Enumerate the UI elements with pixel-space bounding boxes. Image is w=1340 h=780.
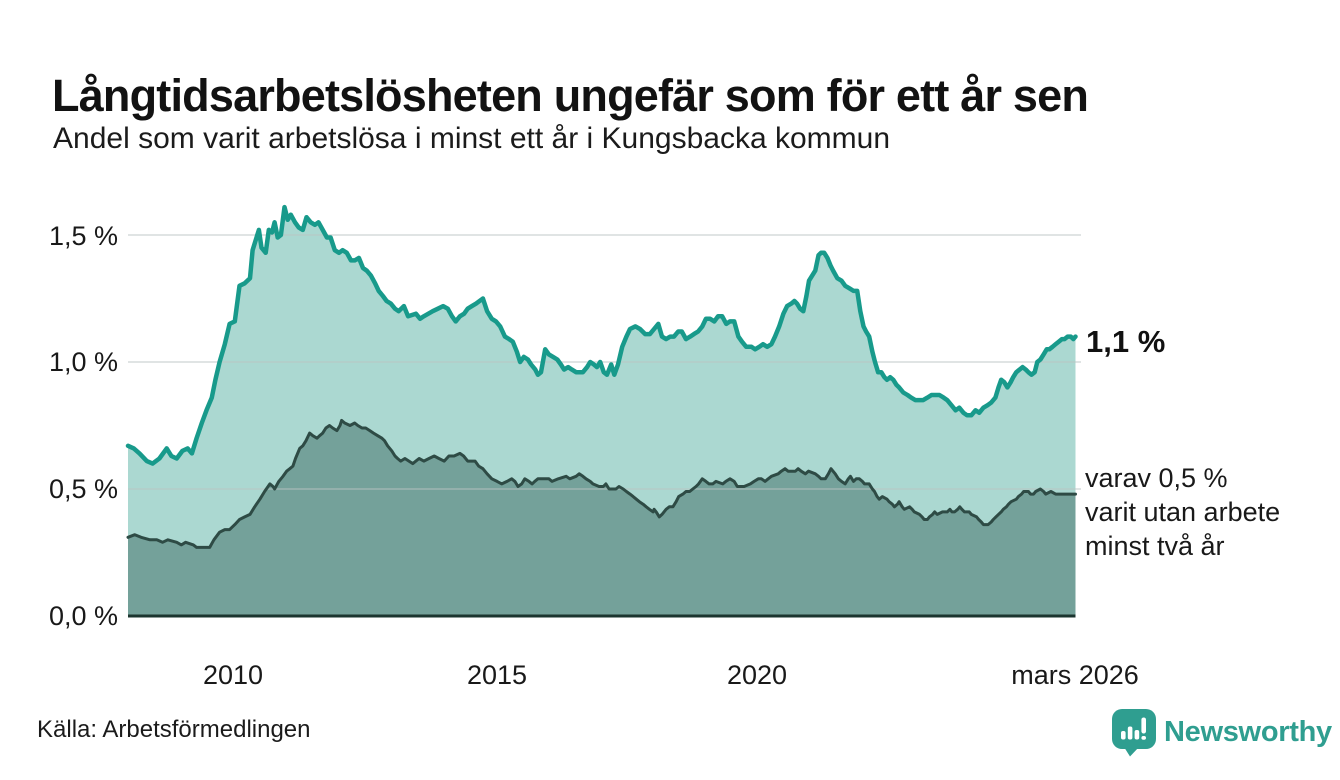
y-axis-tick-0-5: 0,5 % xyxy=(48,474,118,504)
newsworthy-logo-icon xyxy=(1112,709,1156,757)
secondary-value-annotation: varav 0,5 % varit utan arbete minst två … xyxy=(1085,461,1280,563)
secondary-annotation-line-2: varit utan arbete xyxy=(1085,497,1281,527)
chart-subtitle: Andel som varit arbetslösa i minst ett å… xyxy=(53,122,891,155)
chart-title: Långtidsarbetslösheten ungefär som för e… xyxy=(52,70,1089,122)
y-axis-tick-1-5: 1,5 % xyxy=(48,221,118,251)
source-credit: Källa: Arbetsförmedlingen xyxy=(37,716,311,743)
x-axis-tick-2010: 2010 xyxy=(202,660,264,690)
secondary-annotation-line-3: minst två år xyxy=(1085,531,1225,561)
y-axis-tick-0-0: 0,0 % xyxy=(48,601,118,631)
newsworthy-logo: Newsworthy xyxy=(1111,708,1332,757)
y-axis-tick-1-0: 1,0 % xyxy=(48,347,118,377)
latest-value-label: 1,1 % xyxy=(1086,324,1166,359)
secondary-annotation-line-1: varav 0,5 % xyxy=(1085,463,1228,493)
x-axis-tick-2015: 2015 xyxy=(466,660,528,690)
x-axis-tick-2020: 2020 xyxy=(726,660,788,690)
x-axis-tick-mars-2026: mars 2026 xyxy=(1011,660,1139,690)
newsworthy-wordmark: Newsworthy xyxy=(1164,716,1332,748)
